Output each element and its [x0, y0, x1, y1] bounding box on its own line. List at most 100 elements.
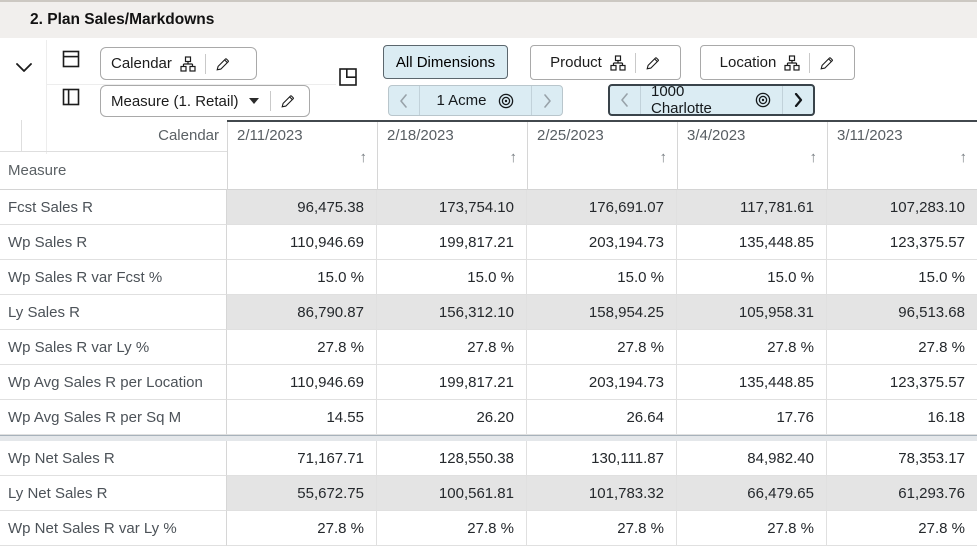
row-header[interactable]: Fcst Sales R [0, 190, 227, 225]
grid-cell[interactable]: 84,982.40 [677, 441, 827, 476]
row-header[interactable]: Wp Avg Sales R per Sq M [0, 400, 227, 435]
row-header[interactable]: Wp Avg Sales R per Location [0, 365, 227, 400]
sort-ascending-icon[interactable]: ↑ [959, 149, 968, 166]
grid-cell[interactable]: 27.8 % [377, 511, 527, 546]
grid-cell[interactable]: 199,817.21 [377, 365, 527, 400]
row-header[interactable]: Wp Sales R var Fcst % [0, 260, 227, 295]
grid-cell[interactable]: 96,513.68 [827, 295, 977, 330]
target-icon[interactable] [754, 91, 772, 109]
column-header-label: 3/4/2023 [687, 127, 746, 144]
grid-cell[interactable]: 14.55 [227, 400, 377, 435]
all-dimensions-label: All Dimensions [395, 53, 496, 71]
collapse-toolbar-button[interactable] [13, 58, 35, 78]
grid-cell[interactable]: 156,312.10 [377, 295, 527, 330]
edit-pencil-icon[interactable] [819, 55, 835, 71]
grid-cell[interactable]: 66,479.65 [677, 476, 827, 511]
grid-cell[interactable]: 16.18 [827, 400, 977, 435]
chevron-right-icon [542, 93, 552, 108]
next-location-button[interactable] [783, 86, 813, 114]
column-header[interactable]: 2/25/2023 ↑ [527, 122, 677, 190]
table-row: Wp Sales R 110,946.69 199,817.21 203,194.73… [0, 225, 977, 260]
grid-cell[interactable]: 55,672.75 [227, 476, 377, 511]
location-dimension-button[interactable]: Location [700, 45, 855, 80]
grid-cell[interactable]: 110,946.69 [227, 365, 377, 400]
grid-cell[interactable]: 199,817.21 [377, 225, 527, 260]
sort-ascending-icon[interactable]: ↑ [659, 149, 668, 166]
chevron-left-icon [399, 93, 409, 108]
grid-cell[interactable]: 96,475.38 [227, 190, 377, 225]
row-header[interactable]: Wp Sales R [0, 225, 227, 260]
grid-cell[interactable]: 105,958.31 [677, 295, 827, 330]
grid-cell[interactable]: 128,550.38 [377, 441, 527, 476]
grid-cell[interactable]: 203,194.73 [527, 365, 677, 400]
row-header[interactable]: Wp Sales R var Ly % [0, 330, 227, 365]
grid-cell[interactable]: 27.8 % [527, 511, 677, 546]
grid-cell[interactable]: 27.8 % [527, 330, 677, 365]
sort-ascending-icon[interactable]: ↑ [809, 149, 818, 166]
previous-location-button[interactable] [610, 86, 640, 114]
row-axis-dimension-button[interactable]: Calendar [100, 47, 257, 80]
grid-cell[interactable]: 15.0 % [527, 260, 677, 295]
edit-pencil-icon[interactable] [645, 55, 661, 71]
grid-cell[interactable]: 15.0 % [827, 260, 977, 295]
grid-cell[interactable]: 107,283.10 [827, 190, 977, 225]
grid-cell[interactable]: 203,194.73 [527, 225, 677, 260]
grid-cell[interactable]: 15.0 % [377, 260, 527, 295]
grid-cell[interactable]: 123,375.57 [827, 365, 977, 400]
edit-pencil-icon[interactable] [280, 93, 296, 109]
column-header[interactable]: 2/11/2023 ↑ [227, 122, 377, 190]
grid-cell[interactable]: 61,293.76 [827, 476, 977, 511]
row-header[interactable]: Wp Net Sales R [0, 441, 227, 476]
edit-pencil-icon[interactable] [215, 56, 231, 72]
column-header[interactable]: 3/4/2023 ↑ [677, 122, 827, 190]
grid-cell[interactable]: 158,954.25 [527, 295, 677, 330]
grid-cell[interactable]: 100,561.81 [377, 476, 527, 511]
grid-cell[interactable]: 176,691.07 [527, 190, 677, 225]
product-dimension-button[interactable]: Product [530, 45, 681, 80]
section-separator [0, 435, 977, 441]
grid-cell[interactable]: 26.20 [377, 400, 527, 435]
grid-cell[interactable]: 27.8 % [827, 330, 977, 365]
column-axis-dimension-button[interactable]: Measure (1. Retail) [100, 85, 310, 117]
column-header[interactable]: 3/11/2023 ↑ [827, 122, 977, 190]
column-header[interactable]: 2/18/2023 ↑ [377, 122, 527, 190]
grid-cell[interactable]: 27.8 % [827, 511, 977, 546]
grid-cell[interactable]: 101,783.32 [527, 476, 677, 511]
grid-cell[interactable]: 130,111.87 [527, 441, 677, 476]
grid-cell[interactable]: 86,790.87 [227, 295, 377, 330]
target-icon[interactable] [497, 92, 515, 110]
table-row: Wp Sales R var Ly % 27.8 % 27.8 % 27.8 % 27.… [0, 330, 977, 365]
row-header[interactable]: Ly Net Sales R [0, 476, 227, 511]
table-row: Wp Sales R var Fcst % 15.0 % 15.0 % 15.0 % 1… [0, 260, 977, 295]
grid-cell[interactable]: 123,375.57 [827, 225, 977, 260]
pivot-grid: Calendar Measure 2/11/2023 ↑ 2/18/2023 ↑ 2/2… [0, 120, 977, 546]
row-header[interactable]: Ly Sales R [0, 295, 227, 330]
current-product-position[interactable]: 1 Acme [419, 86, 532, 115]
grid-cell[interactable]: 17.76 [677, 400, 827, 435]
sort-ascending-icon[interactable]: ↑ [359, 149, 368, 166]
all-dimensions-button[interactable]: All Dimensions [383, 45, 508, 79]
row-dimension-label: Measure [8, 162, 67, 179]
current-location-position[interactable]: 1000 Charlotte [640, 86, 783, 114]
grid-cell[interactable]: 117,781.61 [677, 190, 827, 225]
header-corner-row: Calendar [0, 120, 227, 152]
grid-cell[interactable]: 135,448.85 [677, 365, 827, 400]
grid-cell[interactable]: 27.8 % [377, 330, 527, 365]
previous-product-button[interactable] [389, 86, 419, 115]
grid-cell[interactable]: 135,448.85 [677, 225, 827, 260]
row-header[interactable]: Wp Net Sales R var Ly % [0, 511, 227, 546]
grid-cell[interactable]: 173,754.10 [377, 190, 527, 225]
grid-cell[interactable]: 27.8 % [227, 330, 377, 365]
grid-cell[interactable]: 26.64 [527, 400, 677, 435]
grid-cell[interactable]: 15.0 % [227, 260, 377, 295]
grid-cell[interactable]: 71,167.71 [227, 441, 377, 476]
grid-cell[interactable]: 110,946.69 [227, 225, 377, 260]
grid-cell[interactable]: 27.8 % [227, 511, 377, 546]
hierarchy-icon [784, 54, 800, 71]
grid-cell[interactable]: 15.0 % [677, 260, 827, 295]
grid-cell[interactable]: 27.8 % [677, 511, 827, 546]
grid-cell[interactable]: 27.8 % [677, 330, 827, 365]
next-product-button[interactable] [532, 86, 562, 115]
sort-ascending-icon[interactable]: ↑ [509, 149, 518, 166]
grid-cell[interactable]: 78,353.17 [827, 441, 977, 476]
